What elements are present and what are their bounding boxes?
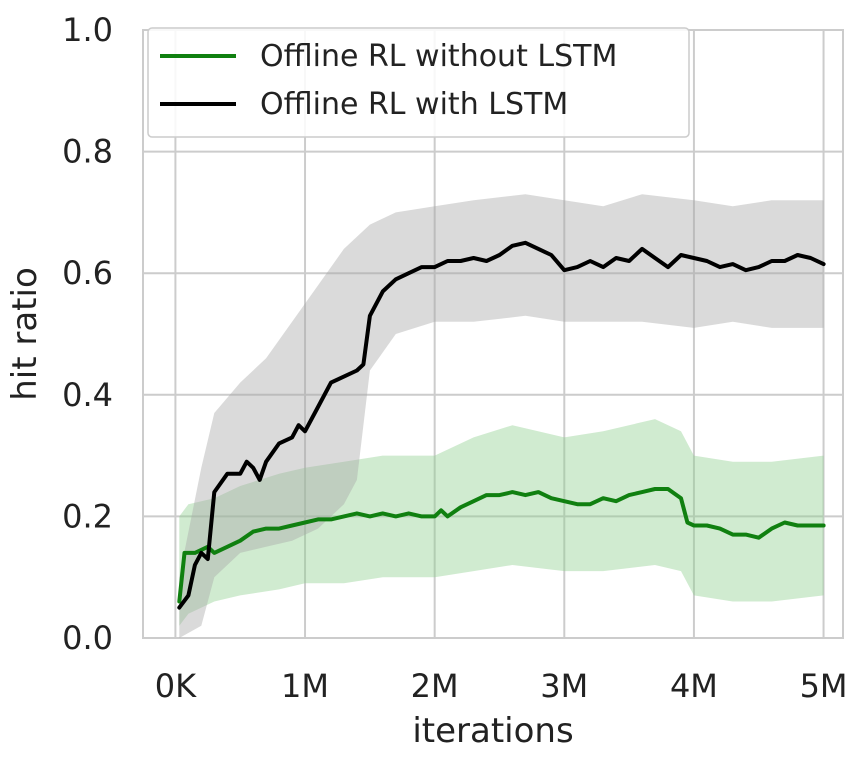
y-tick-label: 0.0 [62, 619, 113, 657]
x-tick-label: 3M [540, 667, 588, 705]
y-axis-label: hit ratio [5, 267, 45, 401]
x-tick-label: 4M [670, 667, 718, 705]
y-tick-label: 0.8 [62, 133, 113, 171]
legend-box [147, 27, 690, 138]
legend-label-with-lstm: Offline RL with LSTM [260, 87, 568, 122]
legend: Offline RL without LSTM Offline RL with … [147, 27, 690, 138]
series-line-without-lstm [177, 487, 826, 604]
y-tick-label: 0.4 [62, 376, 113, 414]
tick-labels: 0K 1M 2M 3M 4M 5M 0.0 0.2 0.4 0.6 0.8 1.0 [62, 11, 847, 705]
x-axis-label: iterations [412, 711, 573, 751]
y-tick-label: 1.0 [62, 11, 113, 49]
legend-label-without-lstm: Offline RL without LSTM [260, 39, 617, 74]
confidence-bands [179, 194, 824, 638]
x-tick-label: 2M [411, 667, 459, 705]
series-line-with-lstm [177, 240, 826, 610]
y-tick-label: 0.6 [62, 254, 113, 292]
y-tick-label: 0.2 [62, 497, 113, 535]
x-tick-label: 1M [281, 667, 329, 705]
confidence-band-without-lstm [179, 419, 824, 626]
confidence-band-with-lstm [179, 194, 824, 638]
series-lines [177, 240, 826, 610]
x-tick-label: 0K [155, 667, 197, 705]
x-tick-label: 5M [800, 667, 848, 705]
